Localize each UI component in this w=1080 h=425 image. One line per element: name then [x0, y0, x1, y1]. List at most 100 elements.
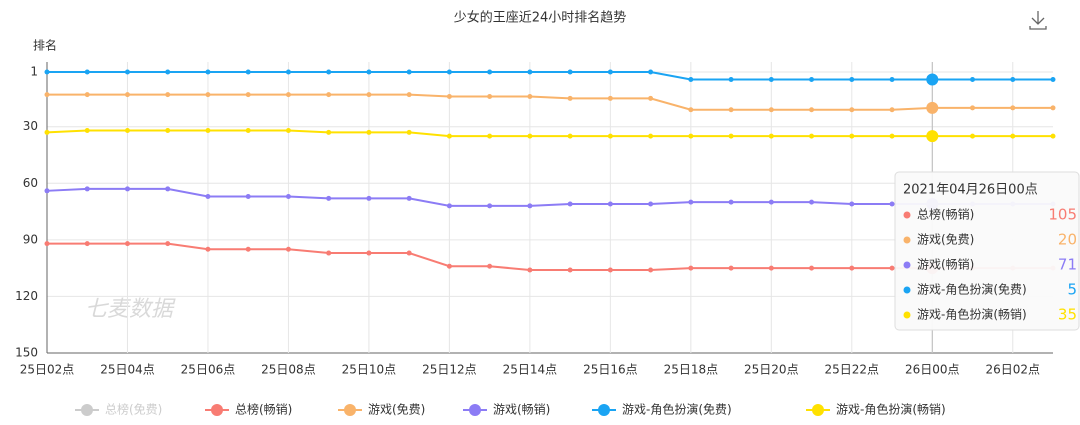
data-point	[205, 246, 211, 252]
legend-item[interactable]: 游戏(畅销)	[463, 403, 550, 417]
data-point	[688, 199, 694, 205]
data-point	[446, 133, 452, 139]
data-point	[688, 77, 694, 83]
x-tick-label: 25日20点	[744, 363, 799, 377]
data-point	[768, 199, 774, 205]
data-point	[889, 77, 895, 83]
data-point	[285, 69, 291, 75]
data-point	[768, 107, 774, 113]
legend-item[interactable]: 游戏-角色扮演(畅销)	[806, 402, 946, 417]
data-point	[165, 241, 171, 247]
data-point	[245, 92, 251, 98]
data-point	[124, 186, 130, 192]
data-point	[889, 107, 895, 113]
data-point	[1010, 105, 1016, 111]
tooltip-name: 游戏(畅销)	[917, 258, 974, 272]
tooltip-value: 105	[1048, 206, 1077, 224]
legend-marker	[469, 404, 481, 416]
y-tick-label: 30	[23, 119, 38, 133]
data-point	[84, 186, 90, 192]
download-icon[interactable]	[1029, 11, 1047, 30]
tooltip-value: 35	[1058, 306, 1077, 324]
legend-item[interactable]: 总榜(免费)	[75, 402, 162, 417]
x-tick-label: 25日16点	[583, 363, 638, 377]
data-point	[607, 95, 613, 101]
data-point	[205, 193, 211, 199]
data-point	[648, 69, 654, 75]
data-point	[446, 263, 452, 269]
data-point	[889, 201, 895, 207]
data-point	[809, 77, 815, 83]
data-point	[44, 92, 50, 98]
series-line	[46, 129, 1053, 138]
legend-marker	[344, 404, 356, 416]
tooltip-dot	[903, 211, 911, 219]
data-point	[728, 107, 734, 113]
legend-item[interactable]: 总榜(畅销)	[205, 402, 292, 417]
tooltip-value: 71	[1058, 256, 1077, 274]
data-point	[849, 133, 855, 139]
data-point	[970, 133, 976, 139]
data-point	[849, 77, 855, 83]
y-tick-label: 150	[15, 346, 38, 360]
data-point	[926, 101, 939, 114]
x-tick-label: 25日14点	[503, 363, 558, 377]
data-point	[1050, 133, 1056, 139]
data-point	[165, 186, 171, 192]
data-point	[406, 250, 412, 256]
tooltip-name: 游戏-角色扮演(免费)	[917, 282, 1027, 297]
data-point	[487, 94, 493, 100]
data-point	[366, 129, 372, 135]
x-tick-label: 25日06点	[181, 363, 236, 377]
data-point	[245, 246, 251, 252]
data-point	[728, 199, 734, 205]
x-tick-label: 25日18点	[664, 363, 719, 377]
data-point	[285, 246, 291, 252]
data-point	[567, 95, 573, 101]
data-point	[728, 265, 734, 271]
data-point	[326, 195, 332, 201]
tooltip-name: 总榜(畅销)	[917, 207, 974, 222]
y-tick-label: 90	[23, 232, 38, 246]
tooltip-value: 20	[1058, 231, 1077, 249]
x-tick-label: 25日02点	[20, 363, 75, 377]
legend-item[interactable]: 游戏-角色扮演(免费)	[592, 402, 732, 417]
data-point	[245, 69, 251, 75]
series-line	[46, 187, 1053, 207]
data-point	[648, 133, 654, 139]
data-point	[124, 241, 130, 247]
data-point	[487, 69, 493, 75]
tooltip-title: 2021年04月26日00点	[903, 183, 1038, 198]
x-tick-label: 25日12点	[422, 363, 477, 377]
tooltip-box	[894, 171, 1080, 331]
data-point	[165, 92, 171, 98]
legend-marker	[81, 404, 93, 416]
data-point	[768, 77, 774, 83]
data-point	[728, 133, 734, 139]
y-axis-label: 排名	[33, 38, 57, 53]
series-line	[47, 93, 1053, 111]
data-point	[124, 92, 130, 98]
legend-label: 游戏-角色扮演(畅销)	[836, 402, 946, 417]
data-point	[768, 133, 774, 139]
legend-label: 总榜(畅销)	[235, 402, 292, 417]
data-point	[1010, 77, 1016, 83]
data-point	[648, 201, 654, 207]
data-point	[406, 92, 412, 98]
data-point	[245, 127, 251, 133]
data-point	[366, 250, 372, 256]
data-point	[245, 193, 251, 199]
data-point	[84, 92, 90, 98]
series-line	[47, 71, 1053, 81]
data-point	[1010, 133, 1016, 139]
legend-item[interactable]: 游戏(免费)	[338, 402, 425, 417]
data-point	[527, 203, 533, 209]
tooltip-dot	[903, 311, 911, 319]
data-point	[849, 265, 855, 271]
data-point	[124, 127, 130, 133]
data-point	[567, 133, 573, 139]
data-point	[366, 92, 372, 98]
data-point	[205, 69, 211, 75]
data-point	[849, 201, 855, 207]
